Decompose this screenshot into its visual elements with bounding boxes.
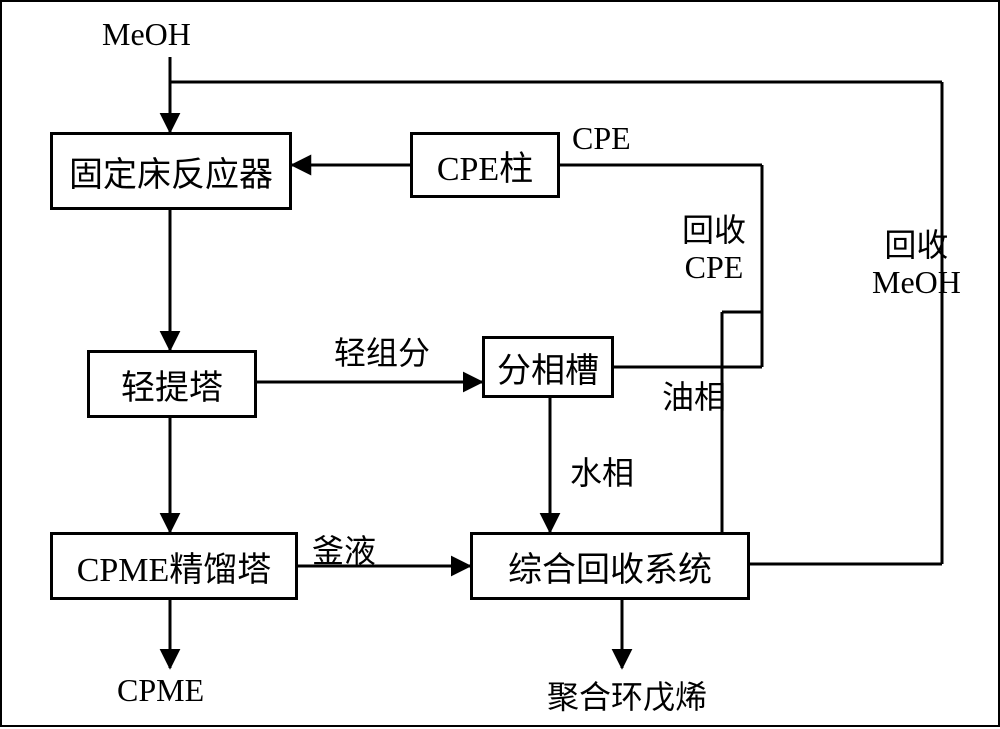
node-label: 固定床反应器	[69, 147, 273, 196]
node-label: CPE柱	[437, 141, 533, 190]
label-light-frac: 轻组分	[334, 328, 430, 374]
node-label: 轻提塔	[121, 360, 223, 409]
label-cpe-top: CPE	[572, 120, 631, 157]
node-phase: 分相槽	[482, 336, 614, 398]
node-label: 分相槽	[497, 343, 599, 392]
node-label: 综合回收系统	[508, 542, 712, 591]
label-poly-out: 聚合环戊烯	[547, 672, 707, 718]
label-kettle: 釜液	[312, 526, 376, 572]
label-oil-phase: 油相	[662, 372, 726, 418]
label-meoh-in: MeOH	[102, 16, 191, 53]
stack-line: 回收	[682, 212, 746, 249]
node-reactor: 固定床反应器	[50, 132, 292, 210]
label-water: 水相	[570, 448, 634, 494]
label-rec-meoh: 回收MeOH	[872, 227, 961, 301]
label-rec-cpe: 回收CPE	[682, 212, 746, 286]
node-label: CPME精馏塔	[77, 542, 272, 591]
label-cpme-out: CPME	[117, 672, 204, 709]
node-recovery: 综合回收系统	[470, 532, 750, 600]
stack-line: 回收	[884, 227, 948, 264]
node-cpme-col: CPME精馏塔	[50, 532, 298, 600]
node-cpe-col: CPE柱	[410, 132, 560, 198]
stack-line: CPE	[685, 249, 744, 286]
flowchart-canvas: 固定床反应器 CPE柱 轻提塔 分相槽 CPME精馏塔 综合回收系统 MeOH …	[0, 0, 1000, 727]
node-light-col: 轻提塔	[87, 350, 257, 418]
stack-line: MeOH	[872, 264, 961, 301]
